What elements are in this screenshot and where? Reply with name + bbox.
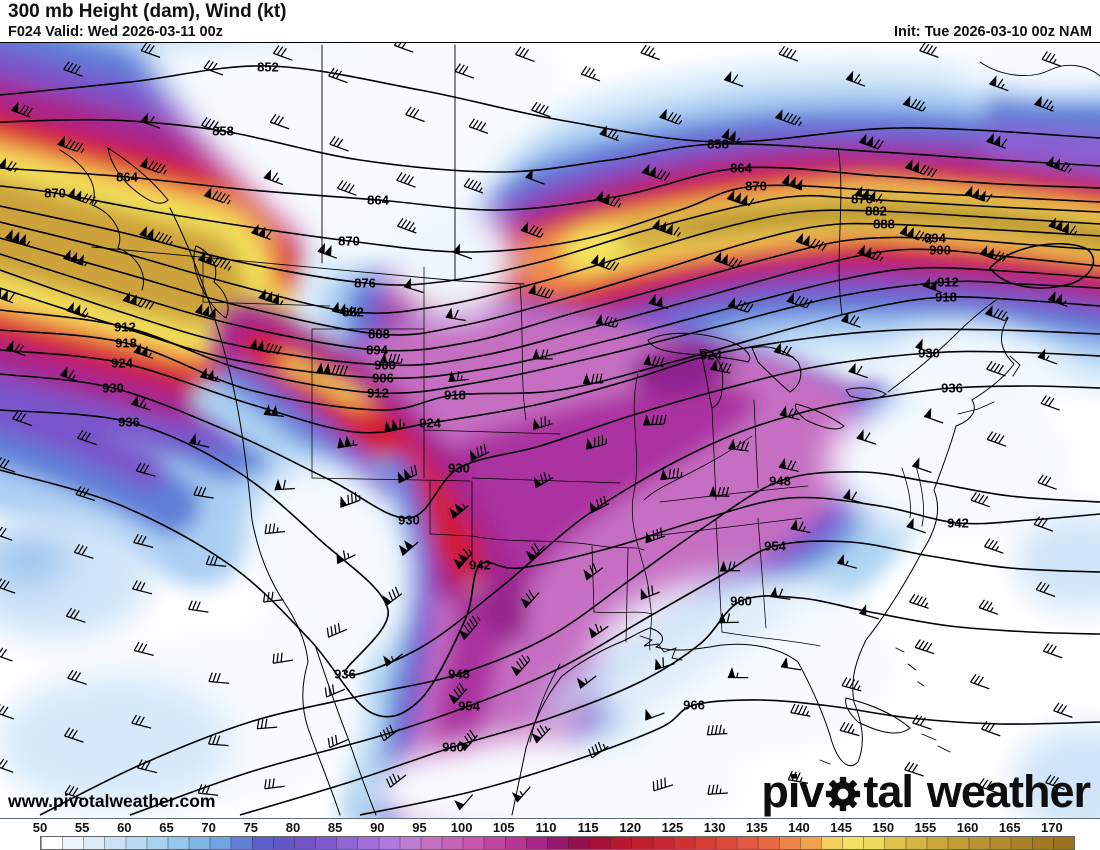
contour-label: 930 <box>398 513 420 528</box>
contour-label: 888 <box>873 217 895 232</box>
header: 300 mb Height (dam), Wind (kt) F024 Vali… <box>0 0 1100 42</box>
colorbar-tick: 55 <box>74 820 90 835</box>
contour-label: 912 <box>937 275 959 290</box>
contour-label: 942 <box>469 558 491 573</box>
colorbar-tick: 150 <box>872 820 895 835</box>
contour-labels-layer: 8528588588648648648708708708768768828828… <box>44 60 969 755</box>
contour-label: 936 <box>941 381 963 396</box>
contour-label: 954 <box>458 699 480 714</box>
contour-label: 948 <box>769 474 791 489</box>
colorbar-tick: 115 <box>577 820 599 835</box>
contour-label: 936 <box>118 415 140 430</box>
contour-label: 852 <box>257 60 279 75</box>
contour-label: 882 <box>342 305 364 320</box>
colorbar-tick: 75 <box>243 820 259 835</box>
contour-label: 930 <box>448 461 470 476</box>
colorbar-tick: 145 <box>830 820 852 835</box>
contour-label: 930 <box>102 381 124 396</box>
contour-label: 864 <box>116 170 138 185</box>
colorbar-tick: 105 <box>492 820 515 835</box>
contour-label: 870 <box>338 234 360 249</box>
colorbar-tick: 85 <box>327 820 343 835</box>
colorbar-tick: 140 <box>788 820 810 835</box>
contour-label: 924 <box>111 356 133 371</box>
contour-label: 894 <box>924 231 946 246</box>
map-canvas[interactable]: 852 858 858 864 864 864 870 870 870 876 876 882 882 8… <box>0 42 1100 818</box>
contour-label: 870 <box>745 179 767 194</box>
colorbar-tick: 60 <box>117 820 132 835</box>
contour-label: 942 <box>947 516 969 531</box>
contour-label: 930 <box>918 346 940 361</box>
colorbar-tick: 80 <box>285 820 301 835</box>
contour-label: 948 <box>448 667 470 682</box>
colorbar-tick: 155 <box>914 820 937 835</box>
colorbar-tick: 170 <box>1041 820 1063 835</box>
contour-label: 864 <box>730 161 752 176</box>
contour-label: 918 <box>115 336 137 351</box>
colorbar-ticks: 50 55 60 65 70 75 80 85 90 95 100 105 110 115 120 125 13… <box>0 820 1100 836</box>
colorbar-tick: 120 <box>619 820 642 835</box>
colorbar-tick: 135 <box>745 820 768 835</box>
page-title: 300 mb Height (dam), Wind (kt) <box>8 1 287 22</box>
contour-label: 888 <box>368 327 390 342</box>
contour-label: 924 <box>419 416 441 431</box>
wind-speed-soft-layer <box>0 43 1100 818</box>
contour-label: 864 <box>367 193 389 208</box>
contour-label: 870 <box>44 186 66 201</box>
colorbar-tick: 165 <box>998 820 1021 835</box>
colorbar-tick: 70 <box>201 820 216 835</box>
logo-text-right: weather <box>926 766 1091 817</box>
colorbar-tick: 130 <box>703 820 726 835</box>
contour-label: 912 <box>114 320 136 335</box>
pivotal-weather-logo: piv tal weather <box>761 766 1091 817</box>
contour-label: 876 <box>354 276 376 291</box>
wind-speed-shading-layer <box>0 43 1100 818</box>
contour-label: 912 <box>367 386 389 401</box>
contour-label: 900 <box>929 243 951 258</box>
contour-label: 906 <box>372 371 394 386</box>
contour-label: 894 <box>366 343 388 358</box>
logo-text-mid: tal <box>863 766 914 817</box>
contour-label: 924 <box>700 348 722 363</box>
init-time-label: Init: Tue 2026-03-10 00z NAM <box>894 24 1092 40</box>
contour-label: 960 <box>442 740 464 755</box>
colorbar-tick: 50 <box>32 820 48 835</box>
contour-label: 858 <box>707 137 729 152</box>
colorbar-tick: 95 <box>412 820 427 835</box>
contour-label: 936 <box>334 667 356 682</box>
contour-label: 858 <box>212 124 234 139</box>
contour-label: 876 <box>851 192 873 207</box>
colorbar-tick: 160 <box>956 820 979 835</box>
contour-label: 882 <box>865 204 887 219</box>
contour-label: 960 <box>730 594 752 609</box>
colorbar-tick: 125 <box>661 820 684 835</box>
colorbar: 50 55 60 65 70 75 80 85 90 95 100 105 110 115 120 125 13… <box>0 818 1100 850</box>
colorbar-tick: 65 <box>159 820 174 835</box>
logo-text-left: piv <box>761 766 824 817</box>
gear-icon <box>826 776 861 811</box>
contour-label: 900 <box>374 358 396 373</box>
contour-label: 918 <box>444 388 466 403</box>
colorbar-tick: 100 <box>450 820 473 835</box>
colorbar-tick: 110 <box>535 820 557 835</box>
valid-time-label: F024 Valid: Wed 2026-03-11 00z <box>8 24 223 40</box>
height-contours-layer <box>0 65 1100 816</box>
wind-barbs-layer <box>0 43 1078 811</box>
watermark: www.pivotalweather.com <box>8 791 216 811</box>
contour-label: 918 <box>935 290 957 305</box>
contour-label: 966 <box>683 698 705 713</box>
colorbar-gradient <box>40 836 1075 850</box>
colorbar-tick: 90 <box>370 820 385 835</box>
contour-label: 954 <box>764 539 786 554</box>
